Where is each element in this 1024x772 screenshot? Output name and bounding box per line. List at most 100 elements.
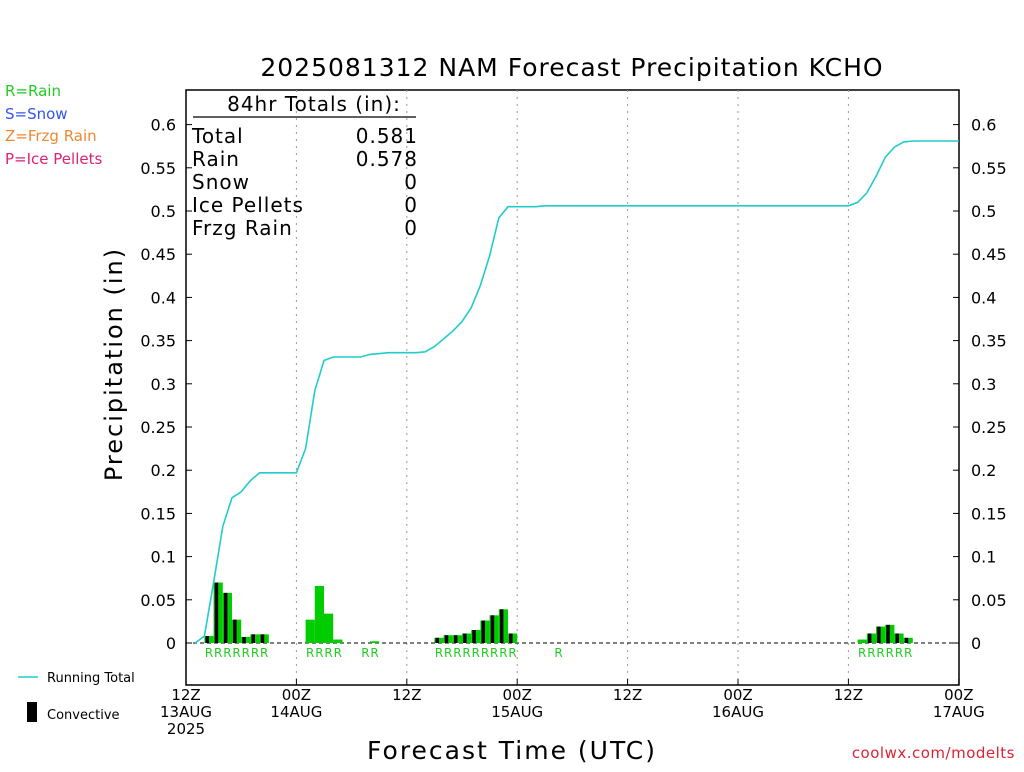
y-tick-label-left: 0.1 bbox=[151, 548, 176, 567]
precip-bar bbox=[471, 630, 481, 643]
ptype-code: R bbox=[508, 646, 516, 660]
x-tick-label: 12Z bbox=[834, 686, 863, 704]
convective-legend-swatch bbox=[27, 702, 37, 722]
y-tick-label-right: 0.3 bbox=[971, 375, 996, 394]
ptype-code: R bbox=[444, 646, 452, 660]
ptype-code: R bbox=[370, 646, 378, 660]
ptype-code: R bbox=[462, 646, 470, 660]
x-tick-label: 14AUG bbox=[270, 703, 322, 721]
ptype-code: R bbox=[858, 646, 866, 660]
y-tick-label-left: 0.5 bbox=[151, 202, 176, 221]
convective-bar bbox=[895, 633, 899, 643]
ptype-code: R bbox=[886, 646, 894, 660]
convective-bar bbox=[481, 620, 485, 643]
x-tick-label: 12Z bbox=[392, 686, 421, 704]
legend-ice-pellets: P=Ice Pellets bbox=[5, 150, 103, 168]
x-axis-label: Forecast Time (UTC) bbox=[367, 736, 657, 765]
convective-bar bbox=[205, 636, 209, 643]
convective-bar bbox=[499, 609, 504, 643]
convective-bar bbox=[886, 624, 890, 643]
convective-legend-label: Convective bbox=[47, 708, 120, 723]
x-tick-label: 16AUG bbox=[712, 703, 764, 721]
precip-bar bbox=[333, 639, 343, 643]
x-tick-label: 12Z bbox=[171, 686, 200, 704]
x-tick-label: 15AUG bbox=[491, 703, 543, 721]
precip-bar bbox=[314, 585, 324, 643]
ptype-code: R bbox=[490, 646, 498, 660]
running-total-legend-label: Running Total bbox=[47, 671, 135, 686]
y-tick-label-right: 0.45 bbox=[971, 245, 1007, 264]
y-tick-label-right: 0.5 bbox=[971, 202, 996, 221]
y-tick-label-right: 0.35 bbox=[971, 332, 1007, 351]
x-tick-label: 00Z bbox=[282, 686, 311, 704]
ptype-code: R bbox=[876, 646, 884, 660]
plot-frame bbox=[185, 89, 960, 686]
totals-row-label: Snow bbox=[192, 170, 250, 194]
ptype-code: R bbox=[499, 646, 507, 660]
totals-row-value: 0 bbox=[404, 193, 418, 217]
ptype-code: R bbox=[214, 646, 222, 660]
ptype-code: R bbox=[904, 646, 912, 660]
totals-row-label: Total bbox=[191, 124, 244, 148]
totals-row-label: Ice Pellets bbox=[192, 193, 304, 217]
ptype-code: R bbox=[554, 646, 562, 660]
y-tick-label-left: 0.55 bbox=[140, 159, 176, 178]
precip-bar bbox=[866, 633, 876, 643]
convective-bar bbox=[223, 592, 228, 643]
y-tick-label-right: 0.55 bbox=[971, 159, 1007, 178]
chart-title: 2025081312 NAM Forecast Precipitation KC… bbox=[260, 53, 883, 82]
convective-bar bbox=[472, 630, 476, 643]
credit-link[interactable]: coolwx.com/modelts bbox=[851, 744, 1015, 762]
y-tick-label-right: 0.15 bbox=[971, 504, 1007, 523]
y-axis-label: Precipitation (in) bbox=[100, 247, 128, 481]
y-tick-label-left: 0.4 bbox=[151, 288, 176, 307]
x-tick-label: 00Z bbox=[944, 686, 973, 704]
x-tick-label: 00Z bbox=[503, 686, 532, 704]
ptype-code: R bbox=[435, 646, 443, 660]
y-tick-label-left: 0.05 bbox=[140, 591, 176, 610]
y-tick-label-right: 0.1 bbox=[971, 548, 996, 567]
precip-bar bbox=[305, 619, 315, 643]
ptype-code: R bbox=[453, 646, 461, 660]
convective-bar bbox=[242, 636, 246, 643]
running-total-line bbox=[194, 140, 959, 644]
y-tick-label-right: 0.6 bbox=[971, 116, 996, 135]
ptype-code: R bbox=[472, 646, 480, 660]
y-tick-label-right: 0 bbox=[971, 634, 981, 653]
y-tick-label-left: 0 bbox=[166, 634, 176, 653]
ptype-code: R bbox=[223, 646, 231, 660]
ptype-code: R bbox=[867, 646, 875, 660]
ptype-code: R bbox=[324, 646, 332, 660]
convective-bar bbox=[453, 635, 458, 643]
ptype-code: R bbox=[315, 646, 323, 660]
ptype-code: R bbox=[481, 646, 489, 660]
convective-bar bbox=[444, 635, 449, 643]
legend-rain: R=Rain bbox=[5, 82, 61, 100]
convective-bar bbox=[260, 634, 265, 643]
convective-bar bbox=[435, 637, 439, 643]
y-tick-label-left: 0.25 bbox=[140, 418, 176, 437]
ptype-code: R bbox=[205, 646, 213, 660]
totals-heading: 84hr Totals (in): bbox=[227, 92, 401, 116]
ptype-code: R bbox=[242, 646, 250, 660]
convective-bar bbox=[867, 633, 872, 643]
convective-bar bbox=[904, 637, 909, 643]
y-tick-label-right: 0.05 bbox=[971, 591, 1007, 610]
convective-bar bbox=[509, 633, 513, 643]
ptype-code: R bbox=[361, 646, 369, 660]
ptype-code: R bbox=[232, 646, 240, 660]
ptype-code: R bbox=[895, 646, 903, 660]
y-tick-label-left: 0.15 bbox=[140, 504, 176, 523]
ptype-code: R bbox=[334, 646, 342, 660]
totals-row-label: Rain bbox=[192, 147, 240, 171]
precip-bar bbox=[370, 641, 380, 643]
precip-bar bbox=[885, 624, 895, 643]
ptype-code: R bbox=[251, 646, 259, 660]
convective-bar bbox=[251, 634, 255, 643]
totals-row-label: Frzg Rain bbox=[192, 216, 293, 240]
convective-bar bbox=[233, 619, 237, 643]
legend-freezing-rain: Z=Frzg Rain bbox=[5, 127, 97, 145]
precip-bar bbox=[324, 613, 334, 643]
y-tick-label-left: 0.6 bbox=[151, 116, 176, 135]
